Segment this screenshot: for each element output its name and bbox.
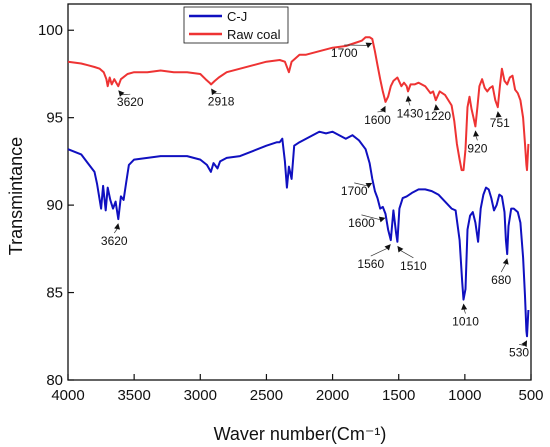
x-tick-label: 4000 [51, 387, 84, 404]
annotation-leader [475, 136, 478, 141]
x-tick-label: 3500 [117, 387, 150, 404]
annotation-leader [463, 309, 466, 314]
annotation-label: 680 [491, 273, 511, 287]
annotation-label: 920 [467, 141, 487, 155]
annotation-label: 1600 [348, 216, 375, 230]
annotation-label: 1700 [331, 46, 358, 60]
y-axis-title: Transmintance [6, 137, 26, 255]
legend-label-c-j: C-J [227, 9, 247, 24]
annotation-arrow [473, 130, 480, 137]
annotation-label: 1010 [452, 315, 479, 329]
annotation-arrow [495, 111, 502, 118]
annotation-label: 2918 [208, 94, 235, 108]
annotation-label: 3620 [117, 95, 144, 109]
x-tick-label: 1000 [448, 387, 481, 404]
x-tick-label: 500 [518, 387, 543, 404]
annotation-label: 1430 [397, 106, 424, 120]
y-axis-ticks: 80 85 90 95 100 [38, 22, 74, 389]
x-tick-label: 1500 [382, 387, 415, 404]
x-tick-label: 2500 [250, 387, 283, 404]
series-line-c-j [67, 130, 530, 338]
annotation-arrow [365, 42, 373, 49]
annotation-label: 3620 [101, 234, 128, 248]
annotation-arrow [521, 340, 528, 347]
y-tick-label: 95 [46, 110, 63, 127]
plot-frame [67, 3, 532, 381]
legend: C-J Raw coal [183, 6, 289, 44]
annotation-leader [400, 250, 414, 259]
annotation-arrow [433, 104, 440, 111]
x-tick-label: 3000 [184, 387, 217, 404]
annotation-label: 530 [509, 345, 529, 359]
annotation-leader [518, 343, 525, 346]
annotation-arrow [211, 88, 217, 96]
annotation-arrow [405, 95, 412, 102]
annotation-arrow [378, 216, 386, 223]
annotation-leader [122, 93, 131, 96]
annotation-leader [377, 110, 383, 113]
y-tick-label: 85 [46, 285, 63, 302]
series-layer [67, 36, 530, 338]
annotation-arrow [118, 90, 125, 97]
x-axis-title: Waver number(Cm⁻¹) [214, 424, 387, 444]
annotation-arrow [384, 244, 391, 251]
annotation-label: 751 [490, 116, 510, 130]
legend-label-raw-coal: Raw coal [227, 27, 281, 42]
legend-box [183, 6, 289, 44]
annotation-leader [370, 248, 387, 257]
annotation-label: 1560 [357, 257, 384, 271]
x-tick-label: 2000 [316, 387, 349, 404]
annotation-arrow [365, 182, 373, 189]
annotation-leader [361, 214, 380, 220]
y-tick-label: 90 [46, 197, 63, 214]
annotation-arrow [502, 258, 509, 265]
annotation-label: 1220 [424, 109, 451, 123]
x-axis-ticks: 4000 3500 3000 2500 2000 1500 1000 500 [51, 374, 544, 404]
series-line-raw-coal [67, 36, 530, 172]
annotation-leader [354, 182, 368, 187]
annotation-arrow [380, 105, 386, 113]
annotation-leader [500, 263, 507, 273]
annotation-label: 1600 [364, 113, 391, 127]
y-tick-label: 80 [46, 372, 63, 389]
annotation-arrow [461, 303, 468, 310]
annotation-arrow [397, 245, 404, 253]
annotation-leader [113, 228, 118, 234]
annotation-leader [408, 101, 411, 106]
annotation-label: 1510 [400, 259, 427, 273]
y-tick-label: 100 [38, 22, 63, 39]
annotation-label: 1700 [341, 184, 368, 198]
annotation-arrow [114, 223, 121, 230]
